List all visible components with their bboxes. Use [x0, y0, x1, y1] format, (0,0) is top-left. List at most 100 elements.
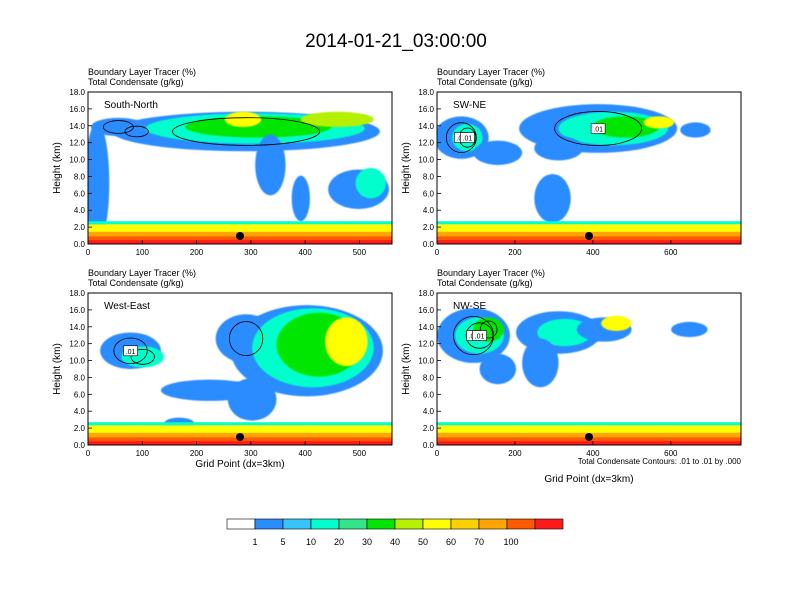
- plot-frame: [436, 91, 742, 245]
- colorbar-label: 5: [280, 537, 285, 547]
- y-axis-label: Height (km): [401, 343, 412, 395]
- colorbar-label: 60: [446, 537, 456, 547]
- panel-name: SW-NE: [453, 100, 486, 111]
- colorbar-swatch: [254, 518, 284, 530]
- y-tick-label: 14.0: [418, 122, 434, 131]
- panel-name: South-North: [104, 100, 158, 111]
- boundary-layer-band: [437, 441, 741, 445]
- y-tick-label: 0.0: [423, 240, 435, 249]
- y-tick-label: 18.0: [69, 289, 85, 298]
- contour-line: [130, 348, 155, 365]
- panel-south-north: Boundary Layer Tracer (%)Total Condensat…: [52, 67, 393, 257]
- y-tick-label: 18.0: [418, 289, 434, 298]
- y-tick-label: 2.0: [423, 424, 435, 433]
- plot-frame: [436, 292, 742, 446]
- plot-frame: [87, 91, 393, 245]
- colorbar-label: 40: [390, 537, 400, 547]
- y-tick-label: 2.0: [74, 223, 86, 232]
- y-tick-label: 12.0: [418, 340, 434, 349]
- x-tick-label: 500: [353, 248, 367, 257]
- x-tick-label: 400: [298, 248, 312, 257]
- x-tick-label: 400: [586, 248, 600, 257]
- y-tick-label: 18.0: [418, 88, 434, 97]
- y-tick-label: 6.0: [74, 390, 86, 399]
- contour-label: .01: [593, 126, 603, 133]
- shaded-region: [88, 122, 110, 244]
- contour-note: Total Condensate Contours: .01 to .01 by…: [578, 457, 742, 466]
- colorbar-label: 100: [503, 537, 518, 547]
- colorbar: 1 5 10 20 30 40 50 60 70 100: [226, 518, 564, 547]
- colorbar-swatch: [478, 518, 508, 530]
- x-tick-label: 400: [586, 449, 600, 458]
- x-tick-label: 200: [190, 248, 204, 257]
- colorbar-label: 70: [474, 537, 484, 547]
- colorbar-swatch: [338, 518, 368, 530]
- x-tick-label: 600: [664, 248, 678, 257]
- shaded-region: [601, 315, 632, 331]
- y-tick-label: 16.0: [69, 306, 85, 315]
- panel-subtitle-tracer: Boundary Layer Tracer (%): [88, 67, 196, 77]
- colorbar-swatch: [366, 518, 396, 530]
- x-axis-label: Grid Point (dx=3km): [195, 459, 284, 470]
- shading: [88, 111, 392, 244]
- shaded-region: [160, 379, 259, 401]
- y-tick-label: 0.0: [74, 441, 86, 450]
- boundary-layer-band: [88, 441, 392, 445]
- panel-sw-ne: Boundary Layer Tracer (%)Total Condensat…: [401, 67, 742, 257]
- contour-line: [453, 316, 494, 356]
- contour-line: [554, 111, 642, 146]
- x-tick-label: 0: [86, 248, 91, 257]
- location-marker: [585, 433, 593, 441]
- colorbar-swatch: [450, 518, 480, 530]
- y-axis-label: Height (km): [52, 142, 63, 194]
- panel-name: NW-SE: [453, 301, 486, 312]
- shaded-region: [592, 116, 659, 138]
- colorbar-label: 10: [306, 537, 316, 547]
- y-tick-label: 6.0: [74, 189, 86, 198]
- y-tick-label: 6.0: [423, 390, 435, 399]
- shaded-region: [291, 175, 310, 222]
- boundary-layer-top: [437, 422, 741, 426]
- contour-line: [228, 321, 264, 357]
- y-tick-label: 12.0: [69, 139, 85, 148]
- panel-subtitle-tracer: Boundary Layer Tracer (%): [437, 67, 545, 77]
- shaded-region: [255, 134, 286, 196]
- colorbar-swatch: [310, 518, 340, 530]
- contour-line: [124, 125, 149, 138]
- location-marker: [585, 232, 593, 240]
- boundary-layer-band: [88, 240, 392, 244]
- panel-subtitle-condensate: Total Condensate (g/kg): [437, 77, 533, 87]
- chart-title: 2014-01-21_03:00:00: [305, 31, 487, 52]
- panel-name: West-East: [104, 301, 150, 312]
- shading: [88, 305, 392, 445]
- y-tick-label: 8.0: [74, 172, 86, 181]
- panel-subtitle-tracer: Boundary Layer Tracer (%): [88, 268, 196, 278]
- y-tick-label: 6.0: [423, 189, 435, 198]
- shaded-region: [534, 174, 571, 223]
- boundary-layer-top: [88, 422, 392, 426]
- y-tick-label: 0.0: [74, 240, 86, 249]
- shaded-region: [224, 111, 262, 127]
- x-tick-label: 200: [508, 449, 522, 458]
- contour-label-box: [590, 123, 606, 134]
- boundary-layer-top: [437, 221, 741, 225]
- condensate-contours: [113, 321, 264, 365]
- y-tick-label: 4.0: [423, 407, 435, 416]
- colorbar-label: 20: [334, 537, 344, 547]
- x-tick-label: 100: [136, 449, 150, 458]
- y-tick-label: 4.0: [74, 206, 86, 215]
- contour-label: .01: [126, 349, 136, 356]
- x-tick-label: 200: [190, 449, 204, 458]
- x-tick-label: 300: [244, 248, 258, 257]
- panel-subtitle-condensate: Total Condensate (g/kg): [88, 278, 184, 288]
- x-tick-label: 400: [298, 449, 312, 458]
- colorbar-label: 1: [252, 537, 257, 547]
- y-axis-label: Height (km): [52, 343, 63, 395]
- colorbar-swatch: [226, 518, 256, 530]
- plot-frame: [87, 292, 393, 446]
- contour-line: [113, 337, 148, 364]
- panel-nw-se: Boundary Layer Tracer (%)Total Condensat…: [401, 268, 742, 458]
- location-marker: [236, 232, 244, 240]
- x-tick-label: 0: [86, 449, 91, 458]
- contour-line: [102, 120, 134, 134]
